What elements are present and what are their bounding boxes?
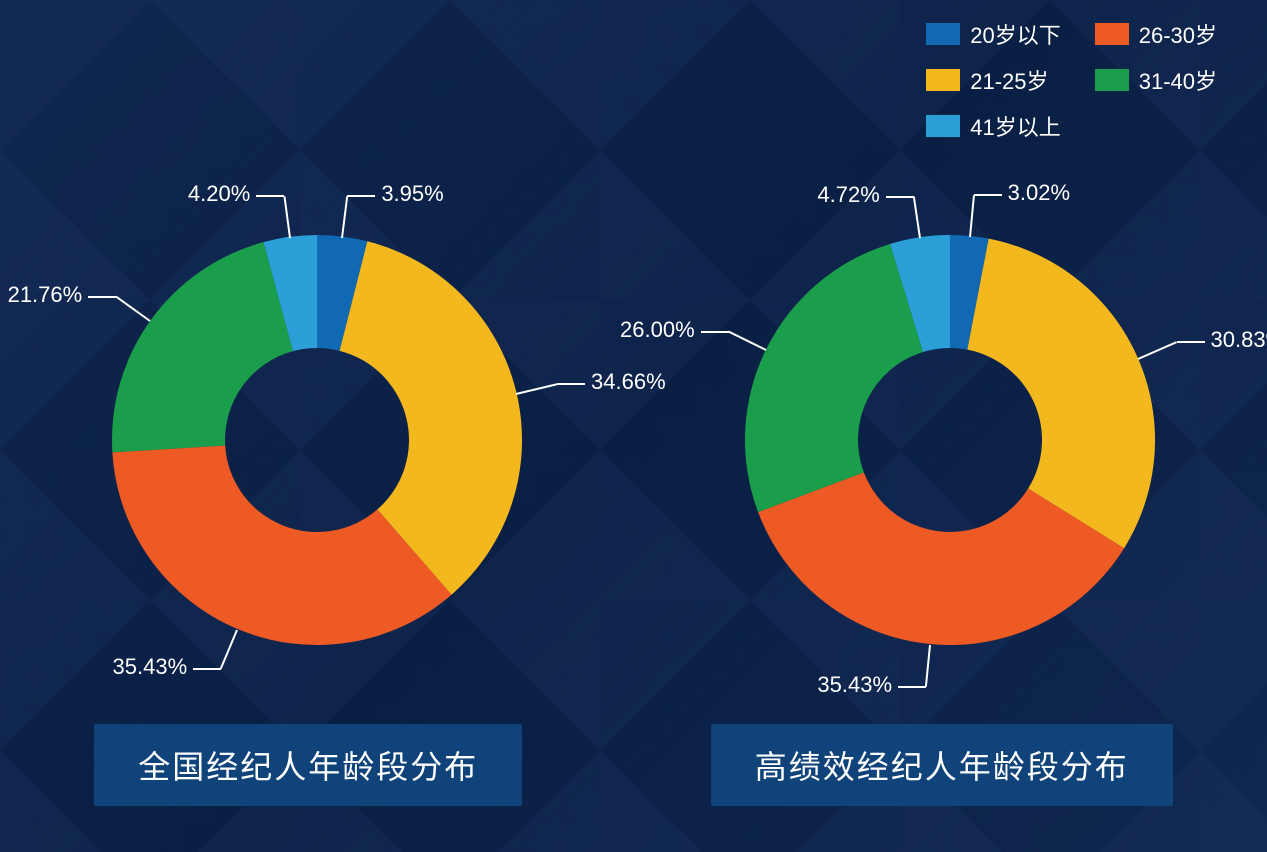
legend: 20岁以下 26-30岁 21-25岁 31-40岁 41岁以上 bbox=[926, 18, 1217, 142]
donut-chart bbox=[37, 140, 597, 700]
slice-label: 3.02% bbox=[1008, 180, 1070, 206]
legend-item: 26-30岁 bbox=[1095, 18, 1217, 50]
leader-line bbox=[88, 296, 116, 298]
legend-swatch bbox=[1095, 69, 1129, 91]
slice-label: 21.76% bbox=[8, 282, 83, 308]
leader-line bbox=[347, 195, 375, 197]
leader-line bbox=[557, 383, 585, 385]
leader-line bbox=[886, 196, 914, 198]
legend-swatch bbox=[1095, 23, 1129, 45]
titles-row: 全国经纪人年龄段分布 高绩效经纪人年龄段分布 bbox=[0, 724, 1267, 806]
legend-item: 41岁以上 bbox=[926, 110, 1060, 142]
slice-label: 4.72% bbox=[817, 182, 879, 208]
slice-label: 35.43% bbox=[817, 672, 892, 698]
legend-swatch bbox=[926, 69, 960, 91]
legend-label: 21-25岁 bbox=[970, 64, 1048, 96]
leader-line bbox=[974, 194, 1002, 196]
legend-swatch bbox=[926, 23, 960, 45]
chart-right: 3.02%30.83%35.43%26.00%4.72% bbox=[670, 140, 1230, 700]
slice-label: 26.00% bbox=[620, 317, 695, 343]
donut-slice bbox=[112, 242, 293, 452]
donut-chart bbox=[670, 140, 1230, 700]
slice-label: 35.43% bbox=[113, 654, 188, 680]
legend-label: 26-30岁 bbox=[1139, 18, 1217, 50]
charts-row: 3.95%34.66%35.43%21.76%4.20% 3.02%30.83%… bbox=[0, 140, 1267, 700]
title-left: 全国经纪人年龄段分布 bbox=[94, 724, 522, 806]
leader-line bbox=[193, 668, 221, 670]
leader-line bbox=[898, 686, 926, 688]
legend-label: 20岁以下 bbox=[970, 18, 1060, 50]
slice-label: 3.95% bbox=[381, 181, 443, 207]
legend-swatch bbox=[926, 115, 960, 137]
leader-line bbox=[256, 195, 284, 197]
donut-slice bbox=[968, 239, 1156, 549]
legend-item: 31-40岁 bbox=[1095, 64, 1217, 96]
leader-line bbox=[701, 331, 729, 333]
leader-line bbox=[1177, 341, 1205, 343]
slice-label: 4.20% bbox=[188, 181, 250, 207]
donut-slice bbox=[745, 244, 923, 512]
slice-label: 34.66% bbox=[591, 369, 666, 395]
chart-left: 3.95%34.66%35.43%21.76%4.20% bbox=[37, 140, 597, 700]
slice-label: 30.83% bbox=[1211, 327, 1267, 353]
legend-item: 21-25岁 bbox=[926, 64, 1060, 96]
legend-label: 31-40岁 bbox=[1139, 64, 1217, 96]
donut-slice bbox=[112, 446, 451, 645]
title-right: 高绩效经纪人年龄段分布 bbox=[711, 724, 1173, 806]
legend-item: 20岁以下 bbox=[926, 18, 1060, 50]
legend-label: 41岁以上 bbox=[970, 110, 1060, 142]
